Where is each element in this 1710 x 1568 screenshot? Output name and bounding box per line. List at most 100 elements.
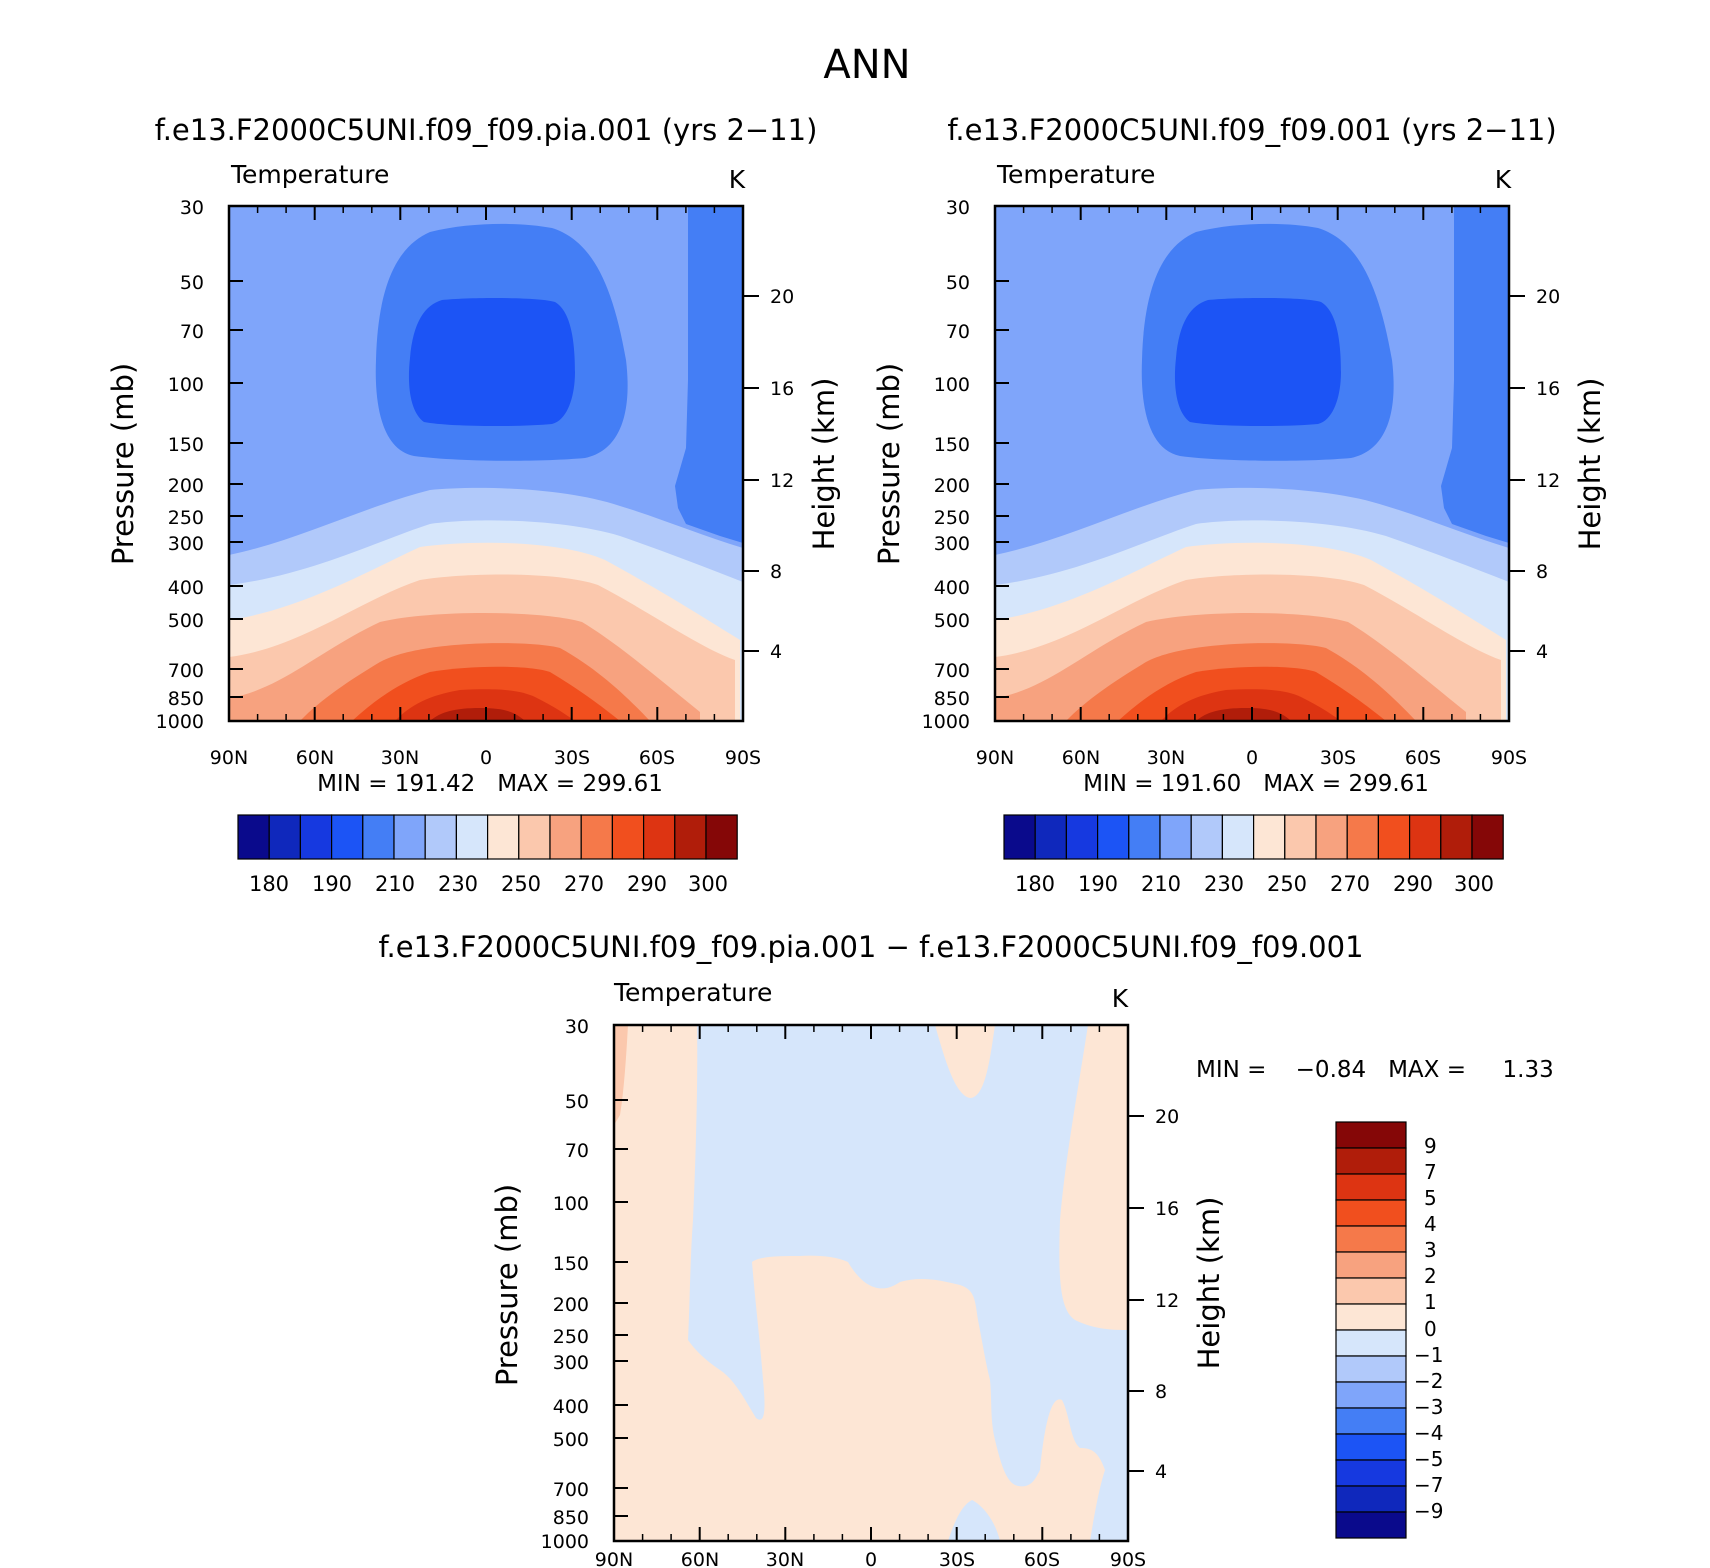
variable-label: Temperature: [613, 978, 772, 1007]
height-tick-label: 4: [770, 641, 782, 663]
pressure-axis-label: Pressure (mb): [490, 1184, 524, 1386]
colorbar-swatches: [1003, 814, 1504, 860]
contour-band-300: [430, 708, 525, 721]
pressure-tick-label: 30: [946, 197, 970, 219]
colorbar-swatch: [1034, 814, 1067, 860]
height-tick-label: 4: [1155, 1461, 1167, 1483]
colorbar-label: 0: [1424, 1317, 1437, 1341]
pressure-tick-label: 500: [553, 1429, 589, 1451]
height-tick-label: 8: [1155, 1381, 1167, 1403]
colorbar-label: −7: [1414, 1473, 1443, 1497]
latitude-tick-label: 30S: [1320, 747, 1356, 769]
colorbar-label: 190: [312, 872, 352, 896]
latitude-tick-label: 60S: [1024, 1549, 1060, 1568]
latitude-tick-label: 90N: [210, 747, 248, 769]
contour-field: [614, 1025, 1128, 1541]
colorbar-swatch: [1335, 1485, 1407, 1513]
contour-band-210-polar: [1441, 206, 1509, 543]
pressure-tick-label: 250: [934, 507, 970, 529]
colorbar-swatch: [1335, 1407, 1407, 1435]
colorbar-label: 230: [438, 872, 478, 896]
height-tick-label: 16: [1155, 1198, 1179, 1220]
pressure-tick-label: 500: [934, 610, 970, 632]
pressure-axis: 30 50 70 100 150 200 250 300 400 500 700…: [872, 197, 1009, 733]
contour-band-200: [1174, 297, 1341, 427]
pressure-tick-label: 1000: [541, 1531, 589, 1553]
colorbar-label: 270: [564, 872, 604, 896]
colorbar-label: 1: [1424, 1290, 1437, 1314]
units-label: K: [729, 165, 746, 194]
contour-field: [229, 206, 743, 721]
pressure-tick-label: 150: [168, 434, 204, 456]
height-tick-label: 12: [1536, 470, 1560, 492]
pressure-tick-marks: [995, 205, 1009, 722]
latitude-tick-label: 60N: [1062, 747, 1100, 769]
height-tick-label: 12: [770, 470, 794, 492]
pressure-tick-label: 250: [168, 507, 204, 529]
pressure-axis: 30 50 70 100 150 200 250 300 400 500 700…: [106, 197, 243, 733]
pressure-tick-label: 300: [553, 1352, 589, 1374]
contour-band-295: [395, 689, 575, 721]
colorbar-swatch: [1190, 814, 1223, 860]
height-tick-label: 16: [1536, 378, 1560, 400]
colorbar-swatch: [1335, 1277, 1407, 1305]
pressure-tick-label: 200: [553, 1294, 589, 1316]
pressure-tick-label: 700: [553, 1479, 589, 1501]
colorbar-swatch: [1003, 814, 1036, 860]
pressure-tick-label: 700: [934, 660, 970, 682]
latitude-tick-label: 0: [1246, 747, 1258, 769]
pressure-tick-label: 150: [553, 1253, 589, 1275]
latitude-tick-label: 30S: [554, 747, 590, 769]
colorbar-swatch: [642, 814, 676, 860]
pressure-tick-label: 850: [553, 1507, 589, 1529]
pressure-tick-label: 70: [946, 321, 970, 343]
colorbar-swatches: [1335, 1121, 1407, 1539]
pressure-tick-marks: [614, 1024, 628, 1542]
latitude-major-ticks: [613, 1025, 1129, 1541]
colorbar-swatch: [1335, 1511, 1407, 1539]
colorbar-swatch: [1128, 814, 1161, 860]
colorbar-swatch: [1335, 1459, 1407, 1487]
colorbar-swatch: [237, 814, 270, 860]
colorbar-swatch: [362, 814, 395, 860]
contour-band-210-polar: [675, 206, 743, 543]
latitude-tick-label: 60N: [681, 1549, 719, 1568]
colorbar-label: 250: [501, 872, 541, 896]
latitude-minor-ticks: [1022, 206, 1482, 721]
latitude-tick-label: 30N: [766, 1549, 804, 1568]
pressure-tick-marks: [229, 205, 243, 722]
pressure-tick-label: 400: [168, 577, 204, 599]
height-axis: 20 16 12 8 4 Height (km): [743, 286, 841, 663]
colorbar-swatch: [1315, 814, 1348, 860]
colorbar-label: 290: [627, 872, 667, 896]
colorbar-label: 290: [1393, 872, 1433, 896]
colorbar-swatch: [487, 814, 520, 860]
min-max-stats: MIN = −0.84 MAX = 1.33: [1196, 1057, 1554, 1083]
pressure-tick-label: 250: [553, 1326, 589, 1348]
latitude-axis: 90N 60N 30N 0 30S 60S 90S: [210, 206, 761, 769]
colorbar-label: 180: [1015, 872, 1055, 896]
colorbar-swatch: [580, 814, 614, 860]
colorbar-label: 3: [1424, 1238, 1437, 1262]
colorbar-label: −3: [1414, 1395, 1443, 1419]
colorbar-swatch: [518, 814, 551, 860]
contour-band-neg: [688, 1025, 1128, 1541]
colorbar: 180 190 210 230 250 270 290 300: [237, 814, 738, 896]
latitude-tick-label: 0: [480, 747, 492, 769]
pressure-tick-label: 100: [934, 374, 970, 396]
colorbar-swatch: [1335, 1199, 1407, 1227]
colorbar-label: 5: [1424, 1186, 1437, 1210]
colorbar-swatch: [1377, 814, 1411, 860]
latitude-major-ticks: [228, 206, 744, 721]
colorbar-swatch: [1335, 1433, 1407, 1461]
pressure-tick-label: 100: [168, 374, 204, 396]
colorbar-swatch: [1335, 1147, 1407, 1175]
colorbar-swatch: [1346, 814, 1379, 860]
units-label: K: [1495, 165, 1512, 194]
units-label: K: [1112, 984, 1129, 1013]
latitude-tick-label: 30S: [939, 1549, 975, 1568]
pressure-tick-label: 100: [553, 1193, 589, 1215]
height-tick-label: 8: [1536, 561, 1548, 583]
colorbar-swatch: [1335, 1381, 1407, 1409]
colorbar-label: 230: [1204, 872, 1244, 896]
